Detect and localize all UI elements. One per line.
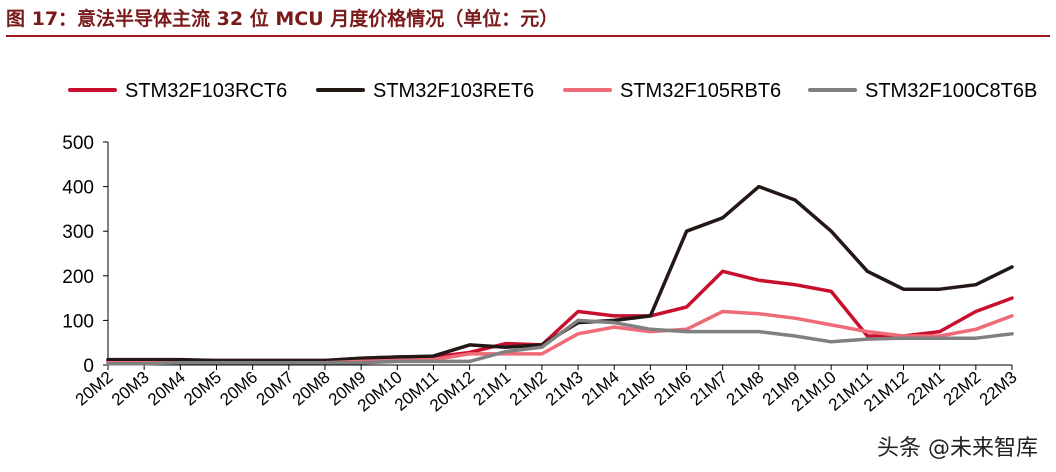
x-tick-label: 20M8: [289, 368, 334, 410]
legend: STM32F103RCT6 STM32F103RET6 STM32F105RBT6 S…: [68, 80, 1037, 102]
x-tick-label: 20M3: [108, 368, 153, 410]
series-line: [106, 318, 1014, 366]
legend-label: STM32F103RCT6: [125, 80, 287, 102]
series-line: [106, 269, 1014, 363]
x-axis: 20M220M320M420M520M620M720M820M920M1020M…: [72, 364, 1021, 415]
y-axis: 0 100 200 300 400 500: [62, 133, 109, 377]
x-tick-label: 21M3: [542, 368, 587, 410]
watermark: 头条 @未来智库: [873, 430, 1042, 462]
y-tick-label: 300: [62, 222, 94, 243]
y-tick-label: 500: [62, 133, 94, 154]
series-group: [106, 184, 1014, 366]
x-tick-label: 20M2: [72, 368, 117, 410]
legend-label: STM32F100C8T6B: [865, 80, 1037, 102]
x-tick-label: 20M7: [253, 368, 298, 410]
x-tick-label: 21M4: [578, 368, 623, 410]
x-tick-label: 22M1: [903, 368, 948, 410]
x-tick-label: 21M2: [506, 368, 551, 410]
legend-label: STM32F105RBT6: [620, 80, 781, 102]
x-tick-label: 22M3: [976, 368, 1021, 410]
y-tick-label: 0: [83, 356, 94, 377]
x-tick-label: 21M5: [614, 368, 659, 410]
y-tick-label: 400: [62, 178, 94, 199]
x-tick-label: 21M6: [650, 368, 695, 410]
figure-caption: 图 17：意法半导体主流 32 位 MCU 月度价格情况（单位：元）: [6, 4, 1050, 37]
x-tick-label: 21M7: [686, 368, 731, 410]
y-tick-label: 200: [62, 267, 94, 288]
legend-label: STM32F103RET6: [373, 80, 534, 102]
x-tick-label: 20M6: [216, 368, 261, 410]
x-tick-label: 22M2: [940, 368, 985, 410]
x-tick-label: 20M5: [180, 368, 225, 410]
x-tick-label: 21M1: [470, 368, 515, 410]
x-tick-label: 20M4: [144, 368, 189, 410]
y-tick-label: 100: [62, 311, 94, 332]
x-tick-label: 21M8: [723, 368, 768, 410]
